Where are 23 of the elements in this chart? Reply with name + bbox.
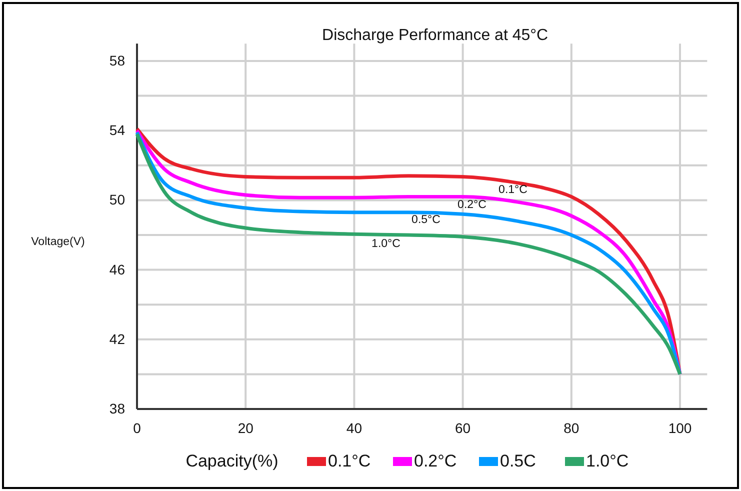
y-tick-label: 50 (109, 192, 126, 208)
y-tick-label: 46 (109, 261, 126, 278)
legend-label: 0.1°C (328, 451, 371, 470)
x-tick-label: 40 (346, 420, 362, 436)
y-tick-label: 42 (109, 330, 126, 347)
legend-label: 0.2°C (414, 451, 457, 470)
annotation: 0.1°C (498, 184, 528, 196)
x-tick-label: 0 (133, 420, 142, 436)
x-tick-label: 20 (238, 420, 254, 436)
x-tick-label: 60 (455, 420, 471, 436)
annotation: 0.2°C (458, 199, 486, 212)
y-axis-title: Voltage(V) (31, 236, 86, 248)
chart-title: Discharge Performance at 45°C (322, 27, 548, 44)
y-tick-label: 38 (109, 400, 126, 416)
annotation: 1.0°C (372, 238, 400, 250)
legend-label: 1.0°C (586, 451, 629, 470)
legend-label: 0.5C (500, 451, 536, 470)
x-axis-title: Capacity(%) (186, 451, 278, 470)
y-tick-label: 58 (109, 52, 126, 68)
y-tick-label: 54 (109, 122, 126, 138)
annotation: 0.5°C (412, 214, 440, 226)
x-tick-label: 100 (668, 420, 692, 436)
x-tick-label: 80 (564, 420, 580, 436)
